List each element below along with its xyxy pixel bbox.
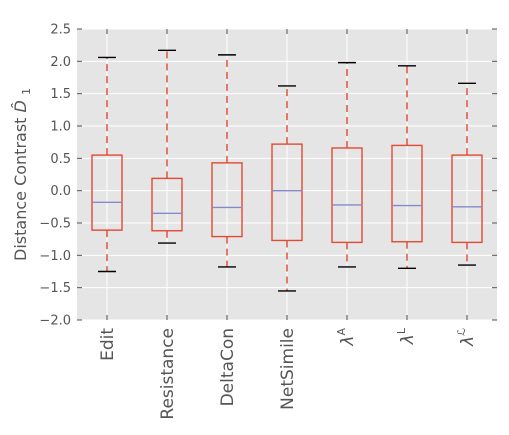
y-tick-label: −1.0 bbox=[39, 249, 71, 264]
box-iqr bbox=[151, 177, 183, 232]
boxes-layer bbox=[91, 49, 483, 292]
y-axis-label-subscript: 1 bbox=[20, 88, 33, 95]
y-ticks: −2.0 −1.5 −1.0 −0.5 0.0 0.5 1.0 1.5 2.0 2.5 bbox=[39, 23, 497, 329]
box-1 bbox=[91, 56, 123, 273]
box-iqr bbox=[391, 144, 423, 243]
box-iqr bbox=[331, 147, 363, 244]
y-tick-label: −2.0 bbox=[39, 314, 71, 329]
box-iqr bbox=[211, 162, 243, 238]
x-tick-label-2: Resistance bbox=[158, 328, 178, 420]
box-5 bbox=[331, 61, 363, 268]
box-6 bbox=[391, 65, 423, 269]
box-iqr bbox=[451, 154, 483, 244]
x-tick-label-3: DeltaCon bbox=[218, 328, 238, 406]
x-tick-label-5: λA bbox=[335, 328, 358, 347]
x-tick-label-7: λℒ bbox=[455, 328, 478, 347]
x-tick-label-6: λL bbox=[395, 327, 418, 345]
y-axis-label: Distance Contrast D̂ 1 bbox=[11, 88, 33, 261]
y-tick-label: −0.5 bbox=[39, 217, 71, 232]
box-3 bbox=[211, 54, 243, 268]
y-tick-label: 1.5 bbox=[50, 87, 71, 102]
y-axis-label-symbol: D̂ bbox=[11, 100, 30, 112]
y-tick-label: 1.0 bbox=[50, 120, 71, 135]
box-2 bbox=[151, 49, 183, 244]
x-tick-label-1: Edit bbox=[98, 328, 118, 361]
y-tick-label: −1.5 bbox=[39, 281, 71, 296]
box-iqr bbox=[271, 143, 303, 242]
y-tick-label: 0.5 bbox=[50, 152, 71, 167]
y-axis-label-text: Distance Contrast bbox=[11, 118, 30, 261]
y-tick-label: 2.5 bbox=[50, 23, 71, 38]
y-tick-label: 2.0 bbox=[50, 55, 71, 70]
box-7 bbox=[451, 82, 483, 266]
box-iqr bbox=[91, 154, 123, 231]
x-tick-label-4: NetSimile bbox=[278, 328, 298, 410]
x-ticks: Edit Resistance DeltaCon NetSimile λA λL λℒ bbox=[98, 29, 478, 420]
box-4 bbox=[271, 85, 303, 292]
y-tick-label: 0.0 bbox=[50, 184, 71, 199]
